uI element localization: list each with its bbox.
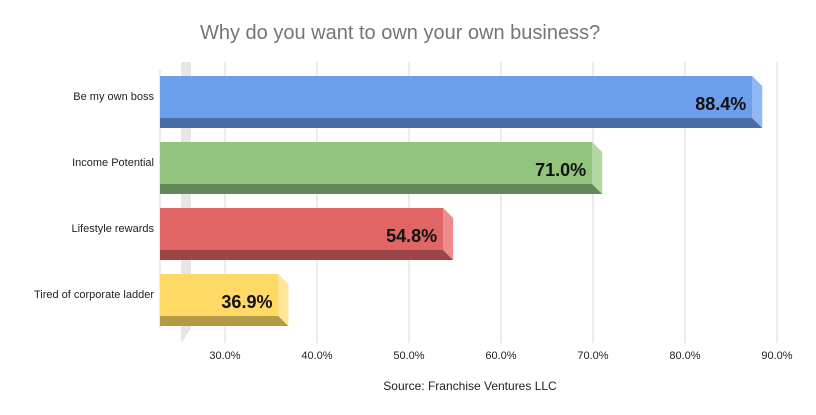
x-tick-label: 30.0% bbox=[209, 350, 240, 362]
data-label: 88.4% bbox=[695, 94, 746, 114]
data-label: 36.9% bbox=[221, 292, 272, 312]
bars: 88.4% 71.0% 54.8% 36.9% bbox=[160, 76, 763, 326]
x-tick-labels: 30.0% 40.0% 50.0% 60.0% 70.0% 80.0% 90.0% bbox=[209, 350, 792, 362]
bar-group: 54.8% bbox=[160, 208, 454, 260]
category-label: Income Potential bbox=[72, 157, 154, 169]
chart-title: Why do you want to own your own business… bbox=[200, 22, 600, 44]
bar-group: 36.9% bbox=[160, 274, 289, 326]
bar bbox=[160, 142, 593, 184]
bar-end bbox=[592, 142, 603, 194]
bar-group: 88.4% bbox=[160, 76, 763, 128]
bar bbox=[160, 76, 753, 118]
data-label: 71.0% bbox=[535, 160, 586, 180]
x-tick-label: 60.0% bbox=[485, 350, 516, 362]
x-tick-label: 70.0% bbox=[577, 350, 608, 362]
bar-side bbox=[160, 316, 289, 326]
category-label: Tired of corporate ladder bbox=[34, 289, 154, 301]
bar-end bbox=[443, 208, 454, 260]
depth-wall bbox=[181, 62, 191, 343]
bar-group: 71.0% bbox=[160, 142, 603, 194]
gridlines bbox=[159, 62, 778, 343]
category-label: Lifestyle rewards bbox=[71, 223, 154, 235]
bar bbox=[160, 208, 444, 250]
bar-end bbox=[278, 274, 289, 326]
category-label: Be my own boss bbox=[73, 91, 154, 103]
bar-side bbox=[160, 184, 603, 194]
bar-end bbox=[752, 76, 763, 128]
x-axis-label: Source: Franchise Ventures LLC bbox=[383, 379, 557, 393]
bar bbox=[160, 274, 279, 316]
x-tick-label: 90.0% bbox=[761, 350, 792, 362]
x-tick-label: 40.0% bbox=[301, 350, 332, 362]
data-label: 54.8% bbox=[386, 226, 437, 246]
x-tick-label: 80.0% bbox=[669, 350, 700, 362]
x-tick-label: 50.0% bbox=[393, 350, 424, 362]
bar-side bbox=[160, 118, 763, 128]
bar-side bbox=[160, 250, 454, 260]
category-labels: Be my own boss Income Potential Lifestyle … bbox=[34, 91, 155, 301]
